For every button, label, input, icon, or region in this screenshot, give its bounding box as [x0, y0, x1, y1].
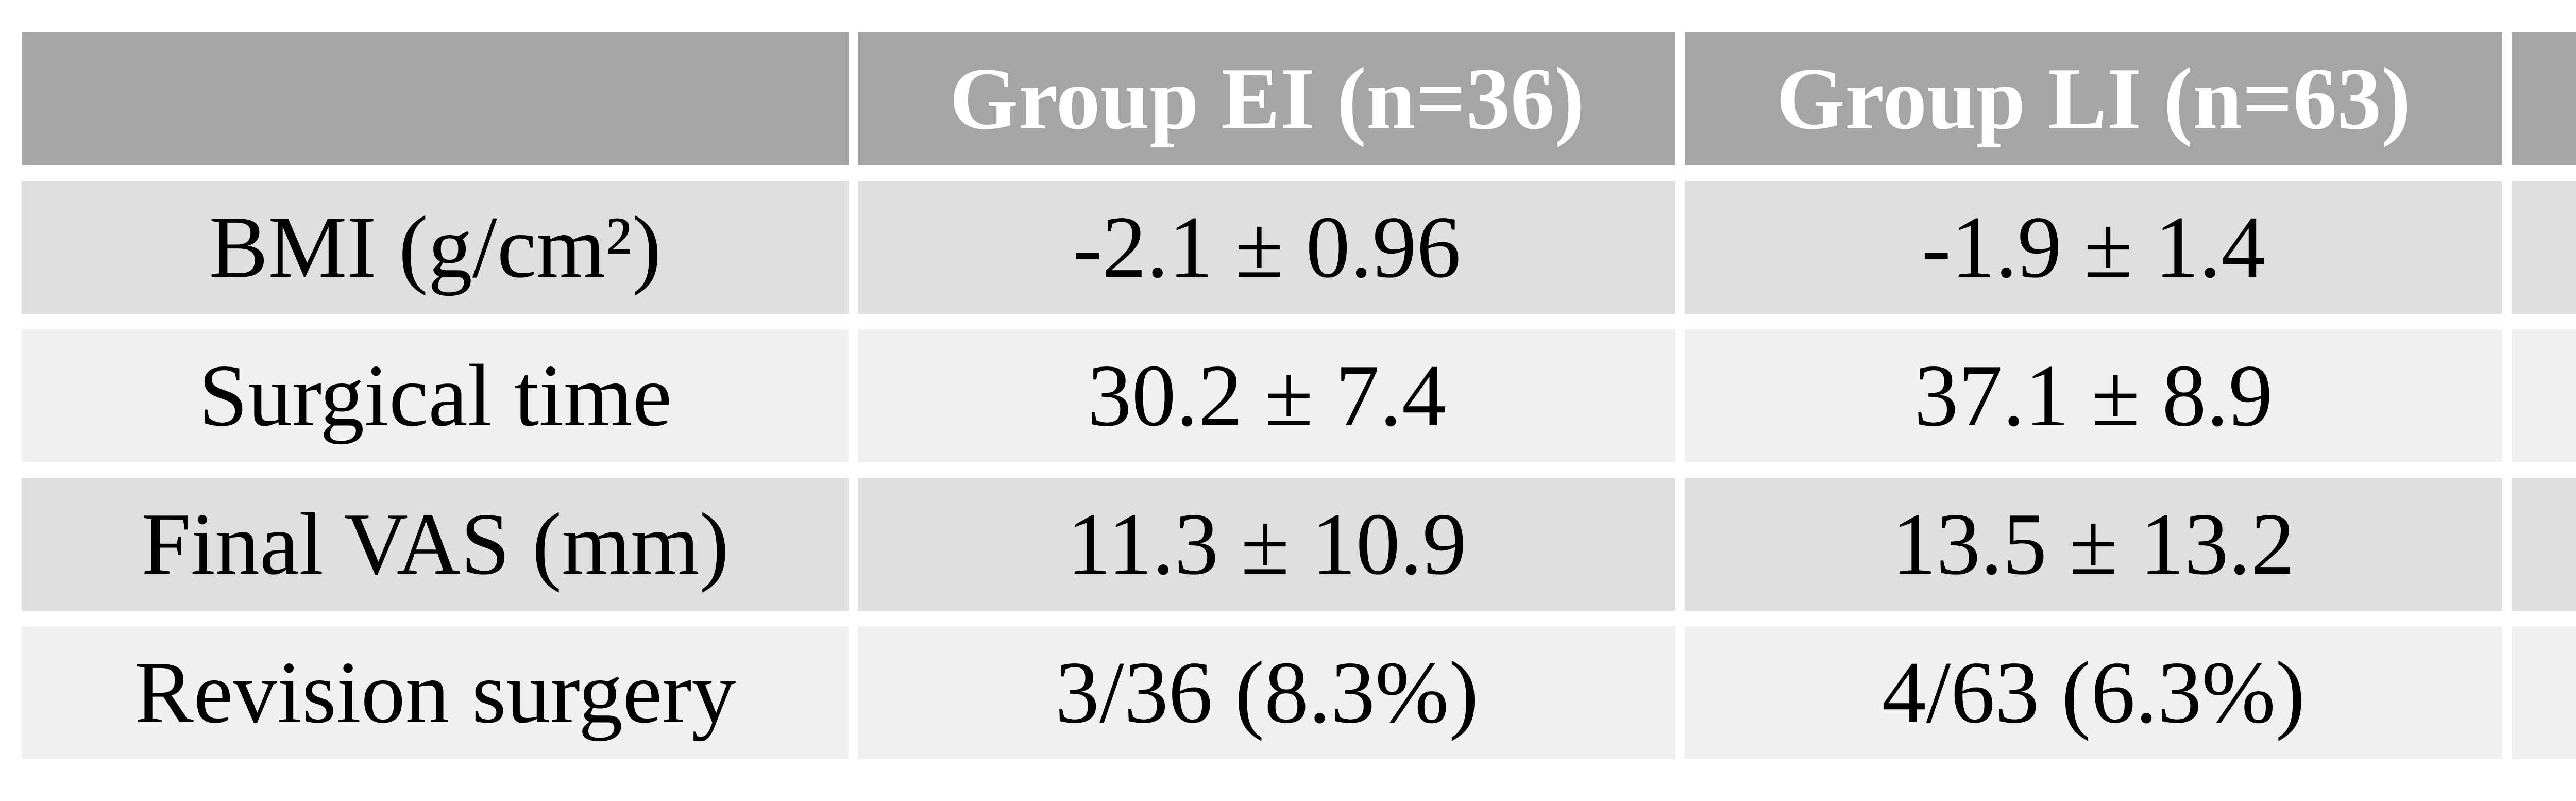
- cell-final-vas-group-ei: 11.3 ± 10.9: [858, 478, 1676, 611]
- cell-surgical-time-p-value: 0.0004**: [2511, 329, 2576, 462]
- cell-bmi-group-ei: -2.1 ± 0.96: [858, 181, 1676, 314]
- cell-surgical-time-group-ei: 30.2 ± 7.4: [858, 329, 1676, 462]
- cell-revision-surgery-group-ei: 3/36 (8.3%): [858, 626, 1676, 759]
- cell-revision-surgery-p-value: 0.711: [2511, 626, 2576, 759]
- cell-bmi-p-value: 0.911: [2511, 181, 2576, 314]
- row-label-bmi: BMI (g/cm²): [22, 181, 849, 314]
- cell-final-vas-group-li: 13.5 ± 13.2: [1685, 478, 2502, 611]
- row-label-revision-surgery: Revision surgery: [22, 626, 849, 759]
- header-cell-empty: [22, 32, 849, 165]
- header-row: Group EI (n=36) Group LI (n=63) P value: [22, 32, 2576, 165]
- cell-bmi-group-li: -1.9 ± 1.4: [1685, 181, 2502, 314]
- cell-surgical-time-group-li: 37.1 ± 8.9: [1685, 329, 2502, 462]
- table-row-surgical-time: Surgical time 30.2 ± 7.4 37.1 ± 8.9 0.00…: [22, 329, 2576, 462]
- table-row-revision-surgery: Revision surgery 3/36 (8.3%) 4/63 (6.3%)…: [22, 626, 2576, 759]
- comparison-table: Group EI (n=36) Group LI (n=63) P value …: [12, 17, 2576, 775]
- header-cell-group-li: Group LI (n=63): [1685, 32, 2502, 165]
- row-label-surgical-time: Surgical time: [22, 329, 849, 462]
- table-row-bmi: BMI (g/cm²) -2.1 ± 0.96 -1.9 ± 1.4 0.911: [22, 181, 2576, 314]
- header-cell-p-value: P value: [2511, 32, 2576, 165]
- header-cell-group-ei: Group EI (n=36): [858, 32, 1676, 165]
- cell-final-vas-p-value: 0.722: [2511, 478, 2576, 611]
- table-row-final-vas: Final VAS (mm) 11.3 ± 10.9 13.5 ± 13.2 0…: [22, 478, 2576, 611]
- row-label-final-vas: Final VAS (mm): [22, 478, 849, 611]
- cell-revision-surgery-group-li: 4/63 (6.3%): [1685, 626, 2502, 759]
